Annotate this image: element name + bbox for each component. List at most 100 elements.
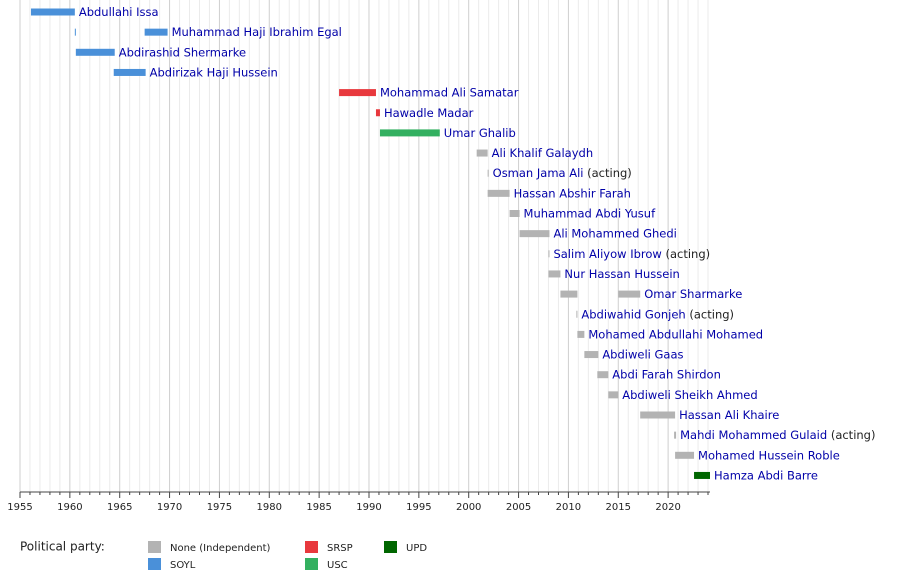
x-tick-label: 1960 <box>57 502 82 513</box>
legend-title: Political party: <box>20 540 105 554</box>
bar <box>75 48 115 56</box>
name: Mohamed Hussein Roble <box>698 448 840 462</box>
bar <box>339 89 376 97</box>
row-label: Muhammad Abdi Yusuf <box>524 206 657 220</box>
bar <box>144 28 168 36</box>
row-label: Salim Aliyow Ibrow (acting) <box>553 246 710 260</box>
bar <box>548 250 550 258</box>
bar <box>519 230 550 238</box>
legend-label: USC <box>327 560 348 571</box>
bar <box>375 109 380 117</box>
row-label: Mahdi Mohammed Gulaid (acting) <box>680 428 875 442</box>
row-label: Abdiweli Gaas <box>602 347 683 361</box>
bar <box>597 371 609 379</box>
legend-label: UPD <box>406 543 427 554</box>
row-label: Abdiwahid Gonjeh (acting) <box>581 307 734 321</box>
name: Nur Hassan Hussein <box>564 266 679 280</box>
bar <box>675 451 695 459</box>
name: Mohamed Abdullahi Mohamed <box>588 327 763 341</box>
x-tick-label: 1995 <box>406 502 431 513</box>
row-label: Osman Jama Ali (acting) <box>493 166 632 180</box>
bar <box>30 8 75 16</box>
name: Omar Sharmarke <box>644 287 742 301</box>
row-label: Umar Ghalib <box>444 125 516 139</box>
row-label: Hassan Abshir Farah <box>514 186 631 200</box>
name: Abdullahi Issa <box>79 5 159 19</box>
name: Osman Jama Ali <box>493 166 584 180</box>
row-label: Nur Hassan Hussein <box>564 266 679 280</box>
name: Hawadle Madar <box>384 105 474 119</box>
legend-swatch <box>148 541 161 553</box>
legend-swatch <box>384 541 397 553</box>
note: (acting) <box>665 246 710 260</box>
name: Abdirashid Shermarke <box>119 45 246 59</box>
legend-label: SOYL <box>170 560 196 571</box>
bar <box>694 471 710 479</box>
legend-swatch <box>148 558 161 570</box>
legend-label: SRSP <box>327 543 353 554</box>
bar <box>487 189 510 197</box>
row-label: Mohammad Ali Samatar <box>380 85 519 99</box>
name: Ali Mohammed Ghedi <box>553 226 676 240</box>
row-label: Mohamed Abdullahi Mohamed <box>588 327 763 341</box>
bar <box>113 68 146 76</box>
note: (acting) <box>831 428 876 442</box>
row-label: Abdullahi Issa <box>79 5 159 19</box>
x-tick-label: 1970 <box>157 502 182 513</box>
x-tick-label: 1955 <box>7 502 32 513</box>
legend-swatch <box>305 558 318 570</box>
bar <box>576 310 578 318</box>
row-label: Abdirashid Shermarke <box>119 45 246 59</box>
row-label: Mohamed Hussein Roble <box>698 448 840 462</box>
name: Hassan Abshir Farah <box>514 186 631 200</box>
x-tick-label: 2020 <box>655 502 680 513</box>
name: Ali Khalif Galaydh <box>492 146 593 160</box>
x-tick-label: 1985 <box>306 502 331 513</box>
bar <box>548 270 561 278</box>
name: Muhammad Abdi Yusuf <box>524 206 657 220</box>
x-tick-label: 1980 <box>257 502 282 513</box>
bar <box>618 290 641 298</box>
name: Muhammad Haji Ibrahim Egal <box>172 25 342 39</box>
bar <box>74 28 76 36</box>
x-tick-label: 2015 <box>606 502 631 513</box>
x-tick-label: 1990 <box>356 502 381 513</box>
x-tick-label: 2000 <box>456 502 481 513</box>
name: Abdiweli Sheikh Ahmed <box>622 387 757 401</box>
legend-swatch <box>305 541 318 553</box>
bar <box>674 431 677 439</box>
name: Abdiwahid Gonjeh <box>581 307 685 321</box>
note: (acting) <box>587 166 632 180</box>
x-tick-label: 1975 <box>207 502 232 513</box>
name: Mohammad Ali Samatar <box>380 85 519 99</box>
bar <box>577 330 585 338</box>
bar <box>640 411 676 419</box>
row-label: Abdirizak Haji Hussein <box>150 65 278 79</box>
row-label: Hassan Ali Khaire <box>679 408 779 422</box>
bar <box>476 149 488 157</box>
note: (acting) <box>689 307 734 321</box>
bar <box>608 391 619 399</box>
bar <box>379 129 440 137</box>
name: Hamza Abdi Barre <box>714 468 818 482</box>
row-label: Hawadle Madar <box>384 105 474 119</box>
row-label: Ali Khalif Galaydh <box>492 146 593 160</box>
name: Abdirizak Haji Hussein <box>150 65 278 79</box>
name: Salim Aliyow Ibrow <box>553 246 661 260</box>
name: Mahdi Mohammed Gulaid <box>680 428 827 442</box>
row-label: Abdi Farah Shirdon <box>612 367 721 381</box>
x-tick-label: 2005 <box>506 502 531 513</box>
bar <box>584 351 599 359</box>
row-label: Abdiweli Sheikh Ahmed <box>622 387 757 401</box>
row-label: Ali Mohammed Ghedi <box>553 226 676 240</box>
row-label: Omar Sharmarke <box>644 287 742 301</box>
bar <box>509 210 520 217</box>
name: Hassan Ali Khaire <box>679 408 779 422</box>
row-label: Muhammad Haji Ibrahim Egal <box>172 25 342 39</box>
bar <box>487 169 489 177</box>
name: Abdiweli Gaas <box>602 347 683 361</box>
name: Umar Ghalib <box>444 125 516 139</box>
x-tick-label: 1965 <box>107 502 132 513</box>
bar <box>560 290 578 298</box>
